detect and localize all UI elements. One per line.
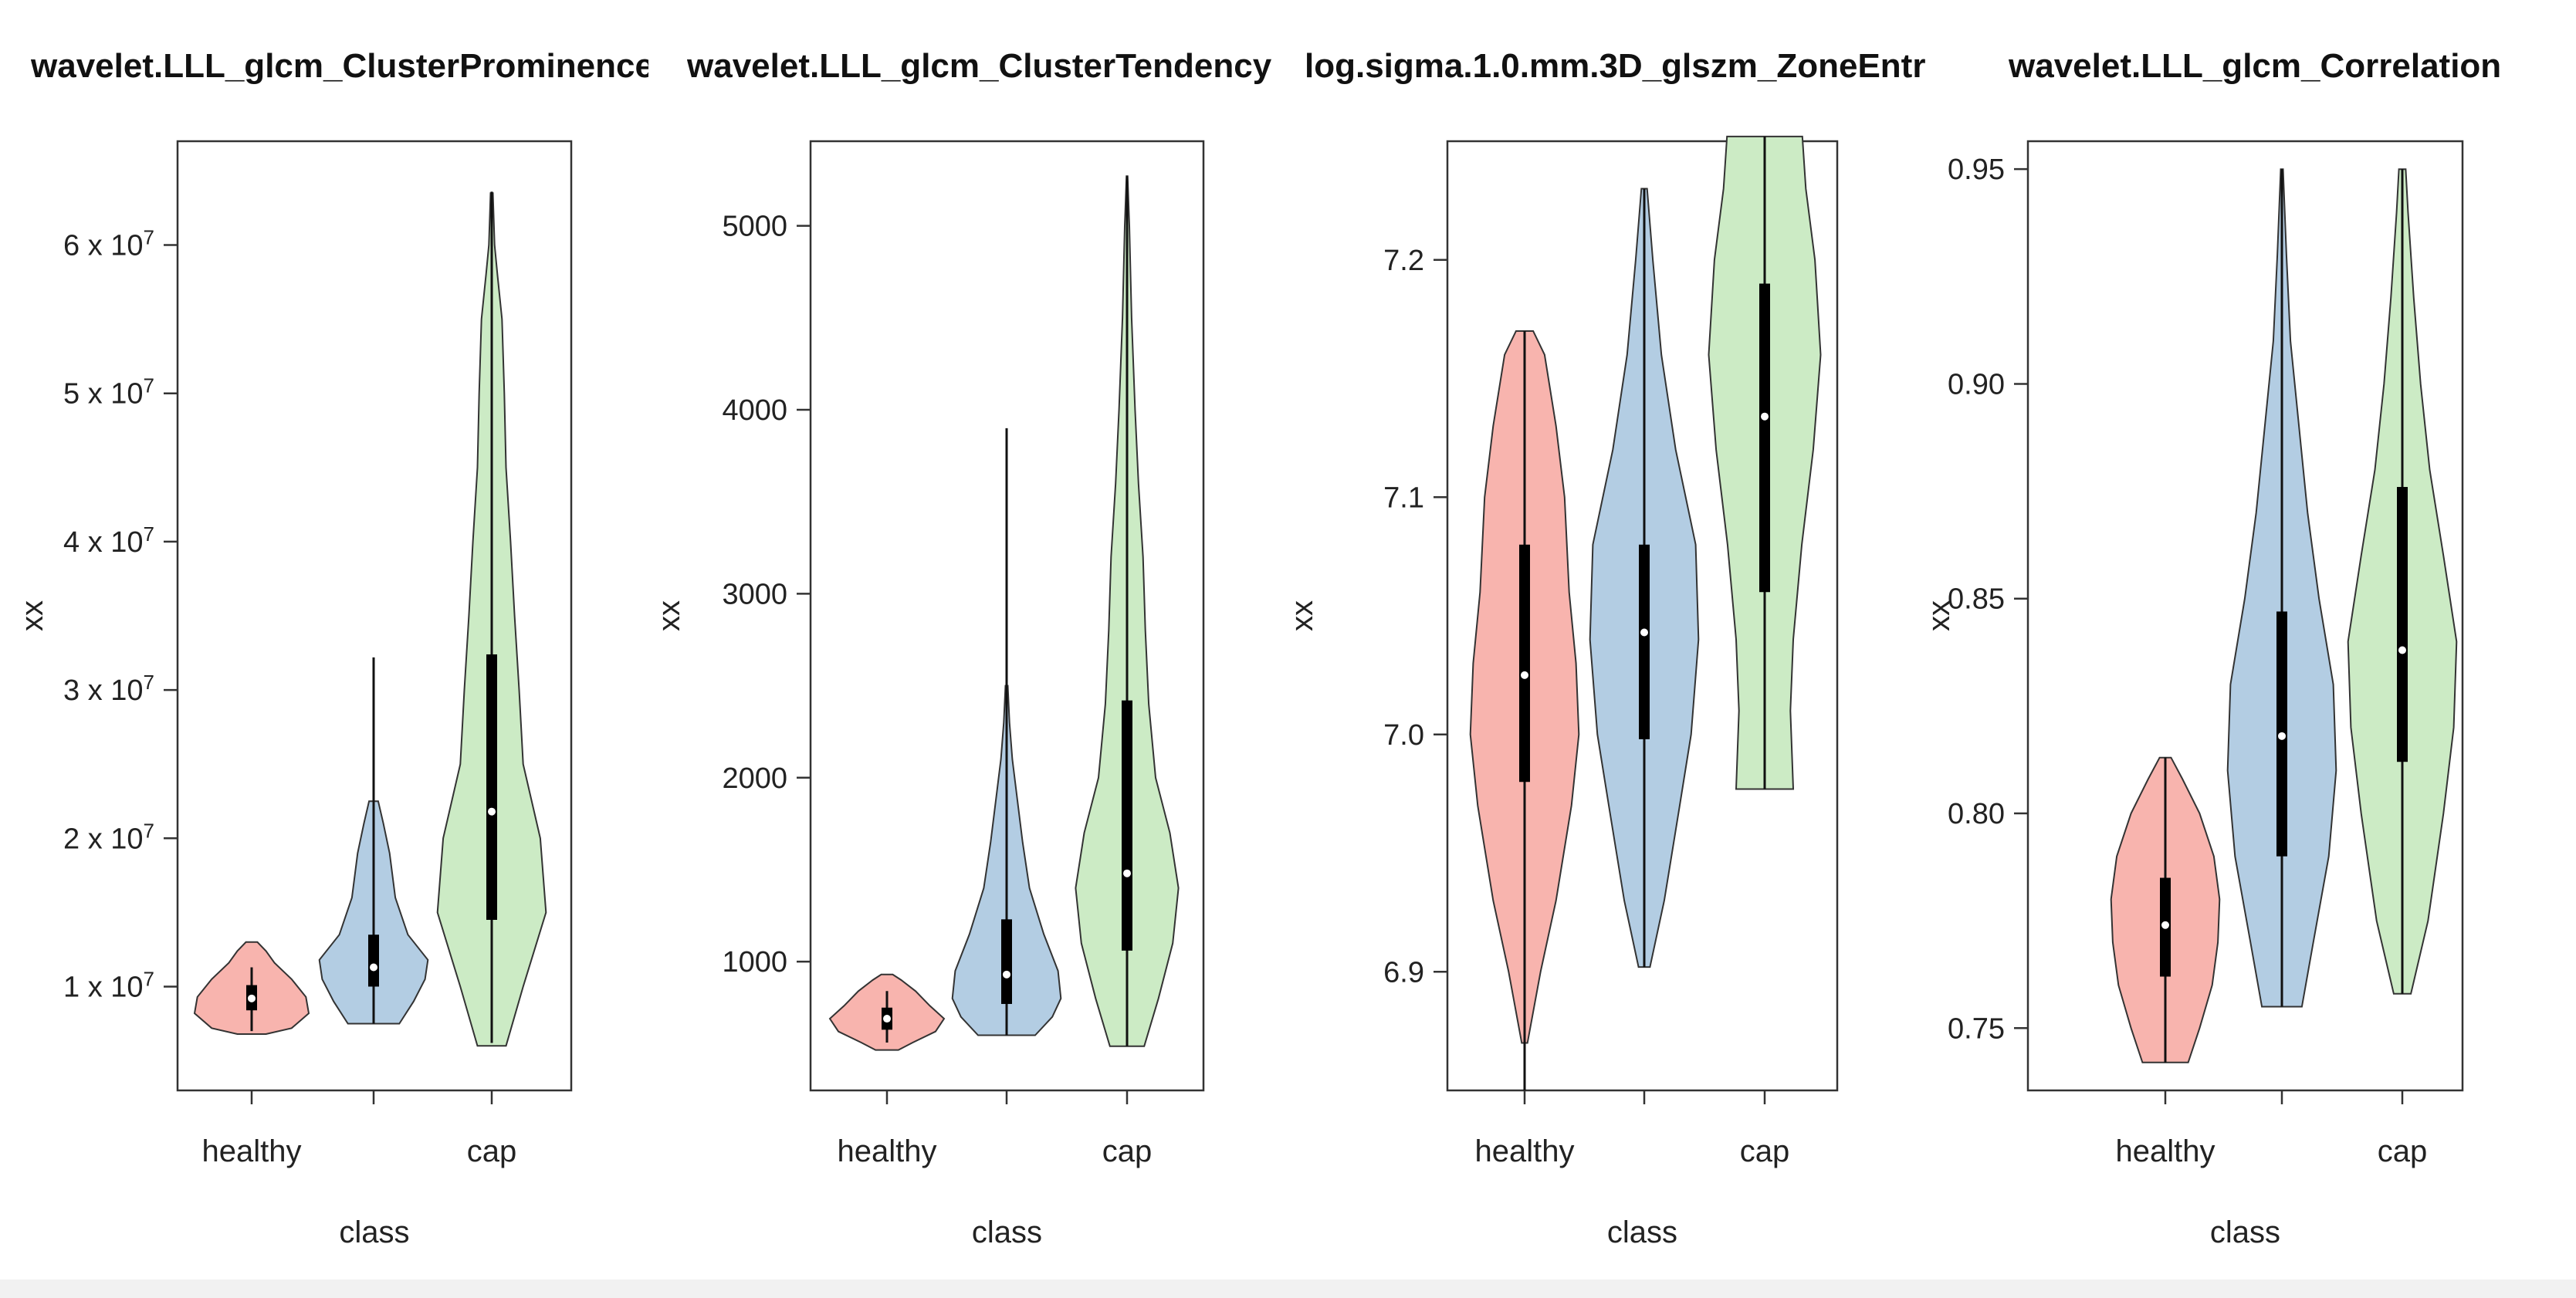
violin-cap xyxy=(1708,135,1822,790)
median-point xyxy=(1123,869,1131,877)
x-category-label: healthy xyxy=(202,1134,302,1168)
x-axis-label: class xyxy=(339,1215,409,1249)
iqr-box xyxy=(1639,544,1650,739)
y-tick-label: 7.2 xyxy=(1383,245,1424,277)
panel-title: wavelet.LLL_glcm_ClusterProminence xyxy=(30,47,654,85)
median-point xyxy=(1003,970,1010,979)
y-tick-label: 0.75 xyxy=(1948,1012,2005,1045)
y-tick-label: 0.95 xyxy=(1948,154,2005,186)
y-tick-label: 0.85 xyxy=(1948,583,2005,616)
panel-title: wavelet.LLL_glcm_Correlation xyxy=(2008,47,2501,85)
y-tick-label: 0.80 xyxy=(1948,798,2005,830)
panel-title: wavelet.LLL_glcm_ClusterTendency xyxy=(686,47,1272,85)
y-tick-label: 1000 xyxy=(722,946,787,979)
x-category-label: cap xyxy=(1102,1134,1153,1168)
median-point xyxy=(883,1015,891,1023)
x-category-label: healthy xyxy=(1475,1134,1575,1168)
y-tick-label: 7.1 xyxy=(1383,482,1424,514)
median-point xyxy=(1640,628,1648,637)
violin-middle xyxy=(318,657,429,1025)
x-category-label: healthy xyxy=(838,1134,937,1168)
median-point xyxy=(2398,646,2406,654)
iqr-box xyxy=(1759,283,1770,593)
x-axis-label: class xyxy=(2210,1215,2280,1249)
iqr-box xyxy=(1122,700,1132,951)
median-point xyxy=(488,807,496,816)
panel-3: log.sigma.1.0.mm.3D_glszm_ZoneEntropy 6.9… xyxy=(1285,47,1986,1249)
y-tick-label: 6 x 107 xyxy=(63,226,154,262)
violin-middle xyxy=(951,428,1062,1036)
y-tick-label: 1 x 107 xyxy=(63,967,154,1003)
iqr-box xyxy=(368,935,379,987)
median-point xyxy=(370,963,377,972)
y-axis-label: xx xyxy=(1285,600,1319,631)
y-tick-label: 4000 xyxy=(722,394,787,427)
violin-healthy xyxy=(2110,756,2221,1063)
violin-middle xyxy=(1589,188,1700,968)
iqr-box xyxy=(1001,919,1012,1004)
violin-healthy xyxy=(828,973,946,1051)
y-axis-label: xx xyxy=(1922,600,1956,631)
y-axis-label: xx xyxy=(15,600,49,631)
violin-healthy xyxy=(193,941,310,1035)
violin-cap xyxy=(436,191,547,1047)
median-point xyxy=(1761,412,1769,421)
y-tick-label: 4 x 107 xyxy=(63,522,154,559)
x-category-label: cap xyxy=(1740,1134,1790,1168)
plot-frame xyxy=(1446,140,1839,1092)
panel-1: wavelet.LLL_glcm_ClusterProminence 1 x 10… xyxy=(15,47,654,1249)
y-tick-label: 6.9 xyxy=(1383,956,1424,989)
y-tick-label: 2000 xyxy=(722,762,787,795)
bottom-band xyxy=(0,1279,2576,1298)
median-point xyxy=(248,994,256,1002)
x-category-label: healthy xyxy=(2116,1134,2215,1168)
y-axis-label: xx xyxy=(652,600,686,631)
y-tick-label: 3 x 107 xyxy=(63,671,154,707)
x-axis-label: class xyxy=(972,1215,1042,1249)
y-tick-label: 2 x 107 xyxy=(63,819,154,855)
iqr-box xyxy=(486,654,497,920)
iqr-box xyxy=(1519,544,1530,783)
plot-frame xyxy=(2026,140,2464,1092)
iqr-box xyxy=(2397,487,2408,762)
panel-4: wavelet.LLL_glcm_Correlation 0.75 0.80 0.85… xyxy=(1922,47,2501,1249)
x-category-label: cap xyxy=(467,1134,517,1168)
violin-cap xyxy=(1075,175,1180,1047)
y-tick-label: 3000 xyxy=(722,578,787,610)
x-category-label: cap xyxy=(2378,1134,2428,1168)
violin-middle xyxy=(2226,168,2337,1008)
y-tick-label: 0.90 xyxy=(1948,368,2005,401)
median-point xyxy=(1521,671,1528,679)
violin-healthy xyxy=(1469,330,1580,1090)
x-axis-label: class xyxy=(1607,1215,1677,1249)
y-tick-label: 5 x 107 xyxy=(63,374,154,411)
y-tick-label: 5000 xyxy=(722,211,787,243)
violin-cap xyxy=(2347,168,2458,995)
median-point xyxy=(2278,732,2286,740)
median-point xyxy=(2161,921,2169,929)
y-tick-label: 7.0 xyxy=(1383,719,1424,752)
panel-2: wavelet.LLL_glcm_ClusterTendency 1000 2000… xyxy=(652,47,1272,1249)
panel-title: log.sigma.1.0.mm.3D_glszm_ZoneEntropy xyxy=(1305,47,1986,85)
